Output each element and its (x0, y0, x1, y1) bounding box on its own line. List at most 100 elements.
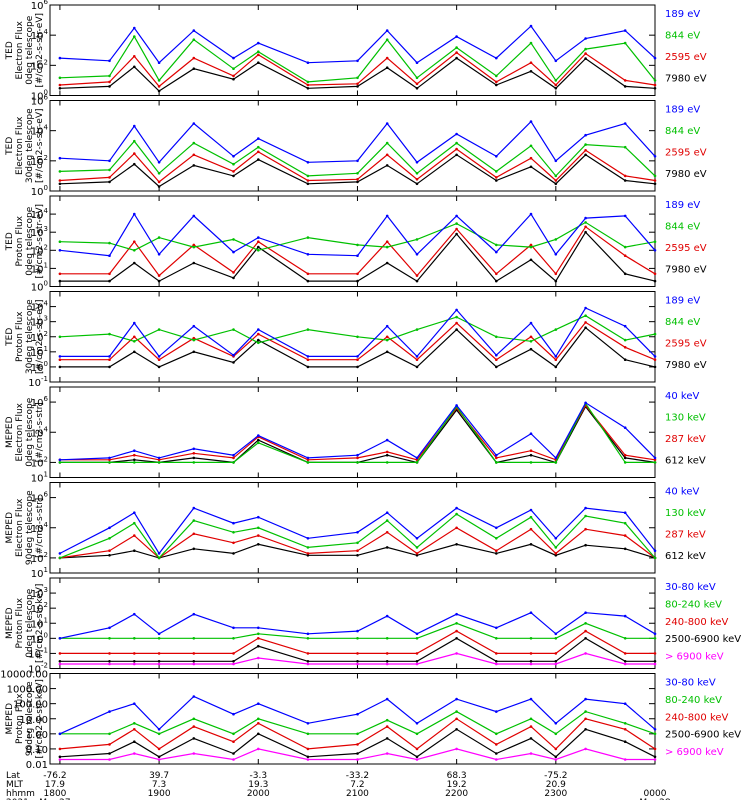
y-axis-label: Proton Flux (15, 215, 25, 266)
y-tick-label: 0.01 (26, 760, 48, 771)
data-point (257, 434, 260, 437)
data-point (257, 702, 260, 705)
data-point (495, 710, 498, 713)
data-point (653, 155, 657, 158)
data-point (623, 272, 627, 276)
data-point (192, 662, 196, 666)
data-point (58, 461, 62, 464)
y-axis-label: Electron Flux (15, 402, 25, 461)
data-point (653, 272, 657, 276)
data-point (133, 212, 136, 216)
series-line-4 (59, 25, 656, 64)
data-point (133, 35, 136, 38)
data-point (554, 365, 558, 369)
x-row-label: MLT (6, 780, 24, 790)
data-point (157, 180, 161, 184)
y-axis-label: 30deg telescope (25, 108, 35, 183)
data-point (554, 722, 558, 725)
y-tick-label: 101 (31, 616, 48, 630)
data-point (495, 637, 498, 640)
data-point (157, 185, 161, 188)
data-point (157, 365, 161, 369)
data-point (584, 321, 587, 324)
data-point (623, 728, 627, 731)
data-point (623, 85, 627, 88)
data-point (653, 174, 657, 178)
data-point (232, 353, 235, 357)
data-point (415, 552, 419, 555)
data-point (133, 612, 136, 616)
x-tick-label: 1900 (148, 789, 171, 799)
data-point (653, 87, 657, 90)
legend-entry: 130 keV (665, 413, 706, 424)
data-point (623, 179, 627, 182)
y-axis-label: 0deg telescope (25, 15, 35, 85)
data-point (495, 732, 498, 736)
data-point (529, 611, 533, 614)
y-axis-label: Electron Flux (15, 498, 25, 557)
data-point (58, 458, 62, 462)
data-point (133, 637, 136, 640)
x-row-label: 2021 (6, 798, 29, 800)
data-point (584, 717, 587, 721)
y-tick-label: 103 (31, 225, 48, 239)
data-point (623, 245, 627, 249)
data-point (58, 335, 62, 339)
data-point (385, 637, 389, 640)
data-point (108, 758, 111, 761)
data-point (529, 321, 533, 325)
data-point (232, 453, 235, 457)
data-point (653, 279, 657, 283)
y-axis-label: [#/cm2-s-str-keV] (35, 679, 45, 758)
data-point (157, 758, 161, 761)
data-point (495, 56, 498, 60)
series-line-3 (59, 35, 656, 83)
data-point (257, 543, 260, 546)
data-point (455, 543, 458, 546)
y-axis-label: [#/cm2-s-str] (35, 498, 45, 558)
data-point (356, 82, 359, 86)
data-point (554, 632, 558, 636)
data-point (455, 51, 458, 54)
data-point (385, 546, 389, 549)
data-point (554, 537, 558, 540)
data-point (232, 752, 235, 755)
data-point (584, 225, 587, 229)
legend-entry: 7980 eV (665, 360, 707, 371)
data-point (257, 534, 260, 537)
data-point (356, 549, 359, 552)
data-point (306, 722, 310, 725)
data-point (623, 534, 627, 537)
data-point (356, 85, 359, 88)
data-point (133, 752, 136, 755)
y-axis-label: MEPED (5, 416, 15, 448)
y-tick-label: 102 (31, 330, 48, 344)
data-point (108, 332, 111, 336)
legend-entry: 612 keV (665, 551, 706, 562)
data-point (385, 662, 389, 666)
legend-entry: 130 keV (665, 508, 706, 519)
data-point (306, 80, 310, 84)
data-point (192, 122, 196, 125)
data-point (455, 147, 458, 151)
data-point (584, 216, 587, 220)
x-row-label: Lat (6, 771, 21, 781)
data-point (455, 56, 458, 60)
y-axis-label: Electron Flux (15, 20, 25, 79)
data-point (257, 249, 260, 252)
series-line-2 (59, 728, 656, 758)
data-point (415, 456, 419, 460)
legend-entry: > 6900 keV (665, 652, 724, 663)
y-axis-label: Electron Flux (15, 116, 25, 175)
data-point (415, 637, 419, 640)
data-point (157, 358, 161, 362)
data-point (653, 747, 657, 751)
data-point (529, 258, 533, 262)
data-point (495, 660, 498, 663)
data-point (529, 61, 533, 64)
data-point (623, 214, 627, 218)
data-point (415, 365, 419, 369)
data-point (584, 37, 587, 40)
data-point (584, 747, 587, 751)
x-tick-label: 0000 (644, 789, 667, 799)
